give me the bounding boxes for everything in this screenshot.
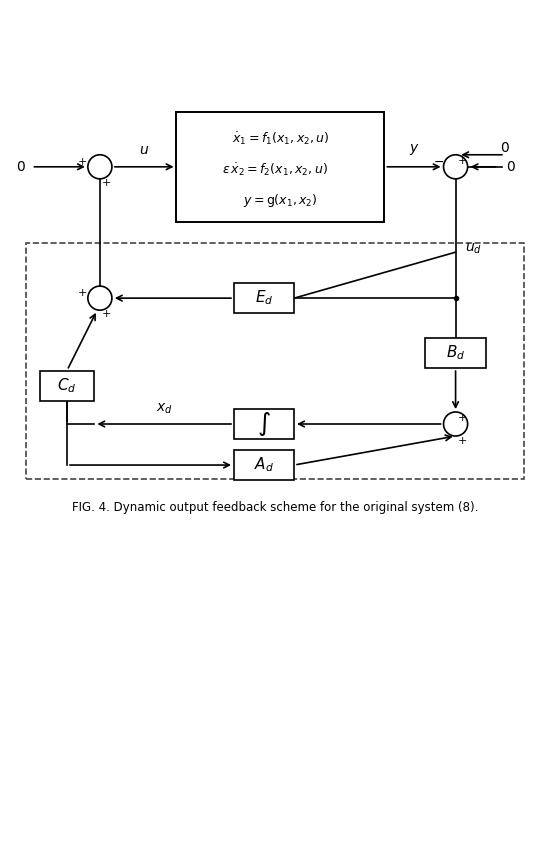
Text: $A_d$: $A_d$ <box>254 455 274 474</box>
Text: FIG. 4. Dynamic output feedback scheme for the original system (8).: FIG. 4. Dynamic output feedback scheme f… <box>72 500 478 514</box>
Circle shape <box>443 412 468 436</box>
Text: 0: 0 <box>16 159 25 174</box>
Bar <box>426 338 486 368</box>
Text: $+$: $+$ <box>457 412 467 423</box>
Circle shape <box>88 286 112 310</box>
Text: $x_d$: $x_d$ <box>156 401 173 416</box>
Bar <box>234 409 294 439</box>
Text: $C_d$: $C_d$ <box>57 377 77 395</box>
Text: $+$: $+$ <box>78 287 87 298</box>
Text: $y$: $y$ <box>409 142 419 157</box>
Bar <box>40 371 95 401</box>
Text: $-$: $-$ <box>432 155 444 168</box>
Text: $+$: $+$ <box>457 154 467 165</box>
Text: $B_d$: $B_d$ <box>446 343 465 362</box>
Circle shape <box>443 155 468 179</box>
Text: $+$: $+$ <box>101 176 112 187</box>
Circle shape <box>88 155 112 179</box>
Bar <box>26 243 524 479</box>
Text: $\varepsilon\,\dot{x}_2 = f_2(x_1, x_2, u)$: $\varepsilon\,\dot{x}_2 = f_2(x_1, x_2, … <box>222 161 328 178</box>
Text: $E_d$: $E_d$ <box>255 289 273 308</box>
Text: $+$: $+$ <box>101 308 112 319</box>
Text: 0: 0 <box>500 141 509 154</box>
Bar <box>177 112 384 221</box>
Text: $+$: $+$ <box>457 435 467 446</box>
Text: $+$: $+$ <box>78 156 87 167</box>
Bar <box>234 283 294 313</box>
Text: $u$: $u$ <box>139 143 149 157</box>
Text: $y = \mathrm{g}(x_1, x_2)$: $y = \mathrm{g}(x_1, x_2)$ <box>243 192 318 209</box>
Text: $u_d$: $u_d$ <box>465 242 482 256</box>
Text: 0: 0 <box>506 159 515 174</box>
Text: $\dot{x}_1 = f_1(x_1, x_2, u)$: $\dot{x}_1 = f_1(x_1, x_2, u)$ <box>232 130 329 147</box>
Bar <box>234 450 294 480</box>
Text: $\int$: $\int$ <box>257 410 271 438</box>
